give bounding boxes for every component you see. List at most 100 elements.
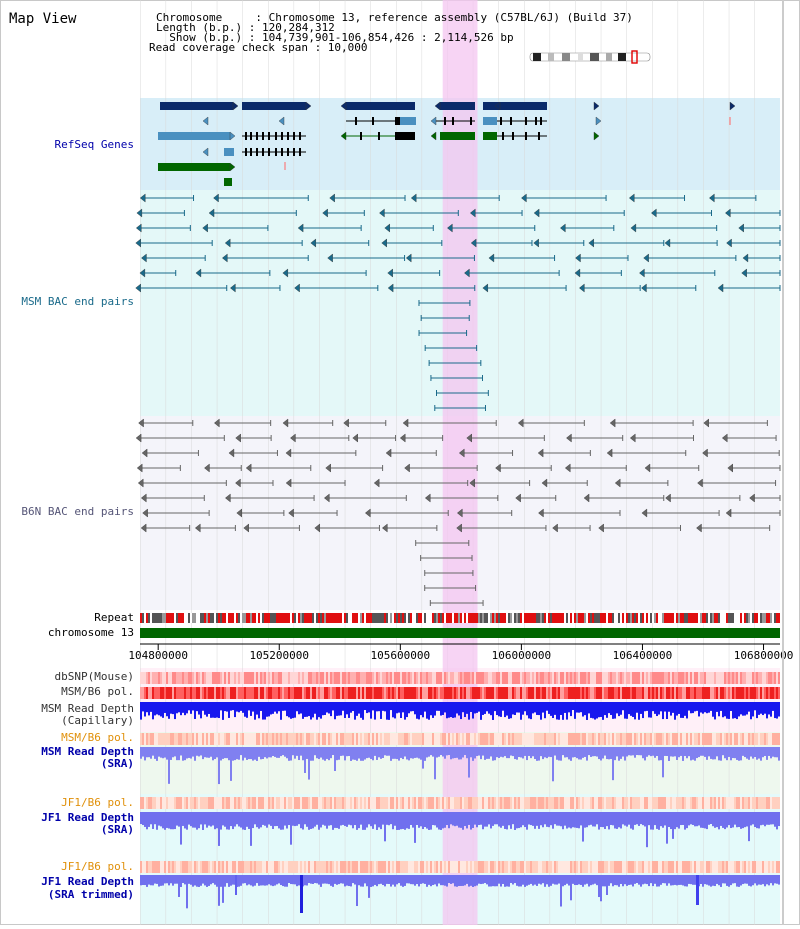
depth-bar [640,812,642,825]
repeat-mark [342,613,344,623]
depth-bar [384,747,386,756]
b6n-bac-label[interactable]: B6N BAC end pairs [21,505,134,518]
depth-bar [202,812,204,830]
gene-exon [525,132,527,140]
depth-bar [362,875,364,887]
depth-bar [538,812,540,829]
heat-cell [340,733,342,745]
repeat-mark [426,613,428,623]
repeat-mark [400,613,402,623]
heat-cell [448,687,450,699]
depth-bar [434,812,436,826]
msm-depth-cap-label[interactable]: MSM Read Depth [41,702,134,715]
depth-bar [554,875,556,885]
refseq-genes[interactable] [158,101,736,186]
depth-bar [474,812,476,825]
depth-bar [588,812,590,826]
gene-arrow [726,238,732,248]
jf1-trim-label[interactable]: JF1 Read Depth [41,875,134,888]
heat-cell [396,672,398,684]
depth-bar [676,747,678,760]
depth-bar [618,875,620,887]
heat-cell [686,733,688,745]
heat-cell [472,797,474,809]
b6n-bac-end-pairs[interactable] [135,418,781,636]
heat-cell [160,672,162,684]
msm-b6-pol-label[interactable]: MSM/B6 pol. [61,685,134,698]
heat-cell [234,733,236,745]
depth-bar [488,812,490,825]
heat-cell [660,687,662,699]
heat-cell [202,687,204,699]
heat-cell [410,861,412,873]
heat-cell [324,797,326,809]
depth-bar [734,702,736,719]
depth-bar [624,812,626,826]
depth-bar [562,875,564,887]
depth-bar [510,747,512,756]
heat-cell [228,687,230,699]
heat-cell [696,687,698,699]
heat-cell [740,733,742,745]
refseq-genes-label[interactable]: RefSeq Genes [55,138,134,151]
heat-cell [524,733,526,745]
depth-bar [266,875,268,886]
depth-bar [540,702,542,720]
heat-cell [470,687,472,699]
heat-cell [732,672,734,684]
repeat-mark [378,613,380,623]
gene-arrow [749,493,755,503]
right-edge-scroll[interactable] [782,0,784,925]
heat-cell [642,733,644,745]
heat-cell [692,797,694,809]
msm-bac-label[interactable]: MSM BAC end pairs [21,295,134,308]
depth-bar [596,875,598,886]
depth-bar [414,747,416,758]
repeat-mark [318,613,320,623]
depth-bar [544,747,546,758]
heat-cell [494,797,496,809]
heat-cell [518,672,520,684]
jf1-depth-label[interactable]: JF1 Read Depth [41,811,134,824]
heat-cell [672,733,674,745]
depth-bar [178,702,180,713]
gene-arrow [235,433,241,443]
heat-cell [304,733,306,745]
jf1-pol2-label[interactable]: JF1/B6 pol. [61,860,134,873]
depth-bar [362,812,364,830]
depth-bar [182,875,184,884]
msm-bac-end-pairs[interactable] [135,193,781,411]
depth-bar [278,875,280,884]
heat-cell [332,733,334,745]
heat-cell [546,733,548,745]
heat-cell [232,733,234,745]
repeat-mark [346,613,348,623]
msm-b6-pol2-label[interactable]: MSM/B6 pol. [61,731,134,744]
heat-cell [652,861,654,873]
depth-bar [212,875,214,884]
repeat-mark [532,613,534,623]
dbsnp-label[interactable]: dbSNP(Mouse) [55,670,134,683]
heat-cell [652,733,654,745]
heat-cell [528,797,530,809]
depth-bar [738,747,740,761]
heat-cell [316,733,318,745]
chromosome-ideogram[interactable] [529,50,651,64]
repeat-mark [330,613,332,623]
heat-cell [518,861,520,873]
jf1-pol-label[interactable]: JF1/B6 pol. [61,796,134,809]
depth-bar [770,812,772,825]
heat-cell [738,861,740,873]
heat-cell [364,797,366,809]
heat-cell [270,687,272,699]
heat-cell [534,797,536,809]
depth-bar [392,812,394,830]
heat-cell [196,861,198,873]
msm-depth-sra-label[interactable]: MSM Read Depth [41,745,134,758]
heat-cell [290,687,292,699]
repeat-mark [498,613,500,623]
depth-bar [158,747,160,757]
depth-bar [716,747,718,757]
heat-cell [428,672,430,684]
gene-arrow [717,283,724,293]
